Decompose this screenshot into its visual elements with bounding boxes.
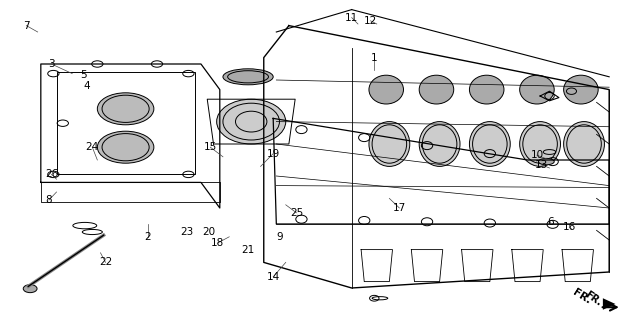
Text: 3: 3: [48, 59, 55, 69]
Text: FR.: FR.: [583, 290, 604, 308]
Ellipse shape: [520, 122, 560, 166]
Text: 19: 19: [266, 148, 280, 159]
Text: 4: 4: [84, 81, 90, 92]
Ellipse shape: [97, 131, 154, 163]
Text: 7: 7: [23, 20, 30, 31]
Ellipse shape: [520, 75, 554, 104]
Text: 1: 1: [371, 52, 377, 63]
Ellipse shape: [420, 122, 460, 166]
Text: 10: 10: [531, 150, 543, 160]
Ellipse shape: [419, 75, 453, 104]
Text: 8: 8: [46, 195, 52, 205]
Ellipse shape: [369, 75, 403, 104]
Text: 6: 6: [548, 217, 554, 228]
Text: 26: 26: [45, 169, 58, 180]
Text: 21: 21: [241, 244, 254, 255]
Ellipse shape: [469, 75, 504, 104]
Text: 22: 22: [99, 257, 112, 268]
Text: 14: 14: [266, 272, 280, 282]
Ellipse shape: [23, 285, 37, 292]
Text: 11: 11: [345, 12, 359, 23]
Text: 2: 2: [144, 232, 151, 242]
Text: 16: 16: [563, 222, 577, 232]
Text: 12: 12: [364, 16, 377, 26]
Text: 24: 24: [85, 142, 99, 152]
Text: 5: 5: [80, 70, 87, 80]
Ellipse shape: [538, 158, 555, 165]
Ellipse shape: [564, 122, 604, 166]
Text: 15: 15: [203, 142, 217, 152]
Ellipse shape: [369, 122, 409, 166]
Text: 9: 9: [276, 232, 283, 242]
Ellipse shape: [564, 75, 598, 104]
Ellipse shape: [223, 69, 273, 85]
Text: 17: 17: [392, 203, 406, 213]
Ellipse shape: [469, 122, 510, 166]
Text: 25: 25: [290, 208, 303, 218]
Text: FR.: FR.: [571, 288, 593, 306]
Text: 18: 18: [210, 238, 224, 248]
Text: 20: 20: [202, 227, 215, 237]
Text: 23: 23: [180, 227, 193, 237]
Polygon shape: [603, 298, 615, 310]
Text: 13: 13: [534, 160, 548, 170]
Ellipse shape: [217, 99, 286, 144]
Ellipse shape: [97, 93, 154, 125]
